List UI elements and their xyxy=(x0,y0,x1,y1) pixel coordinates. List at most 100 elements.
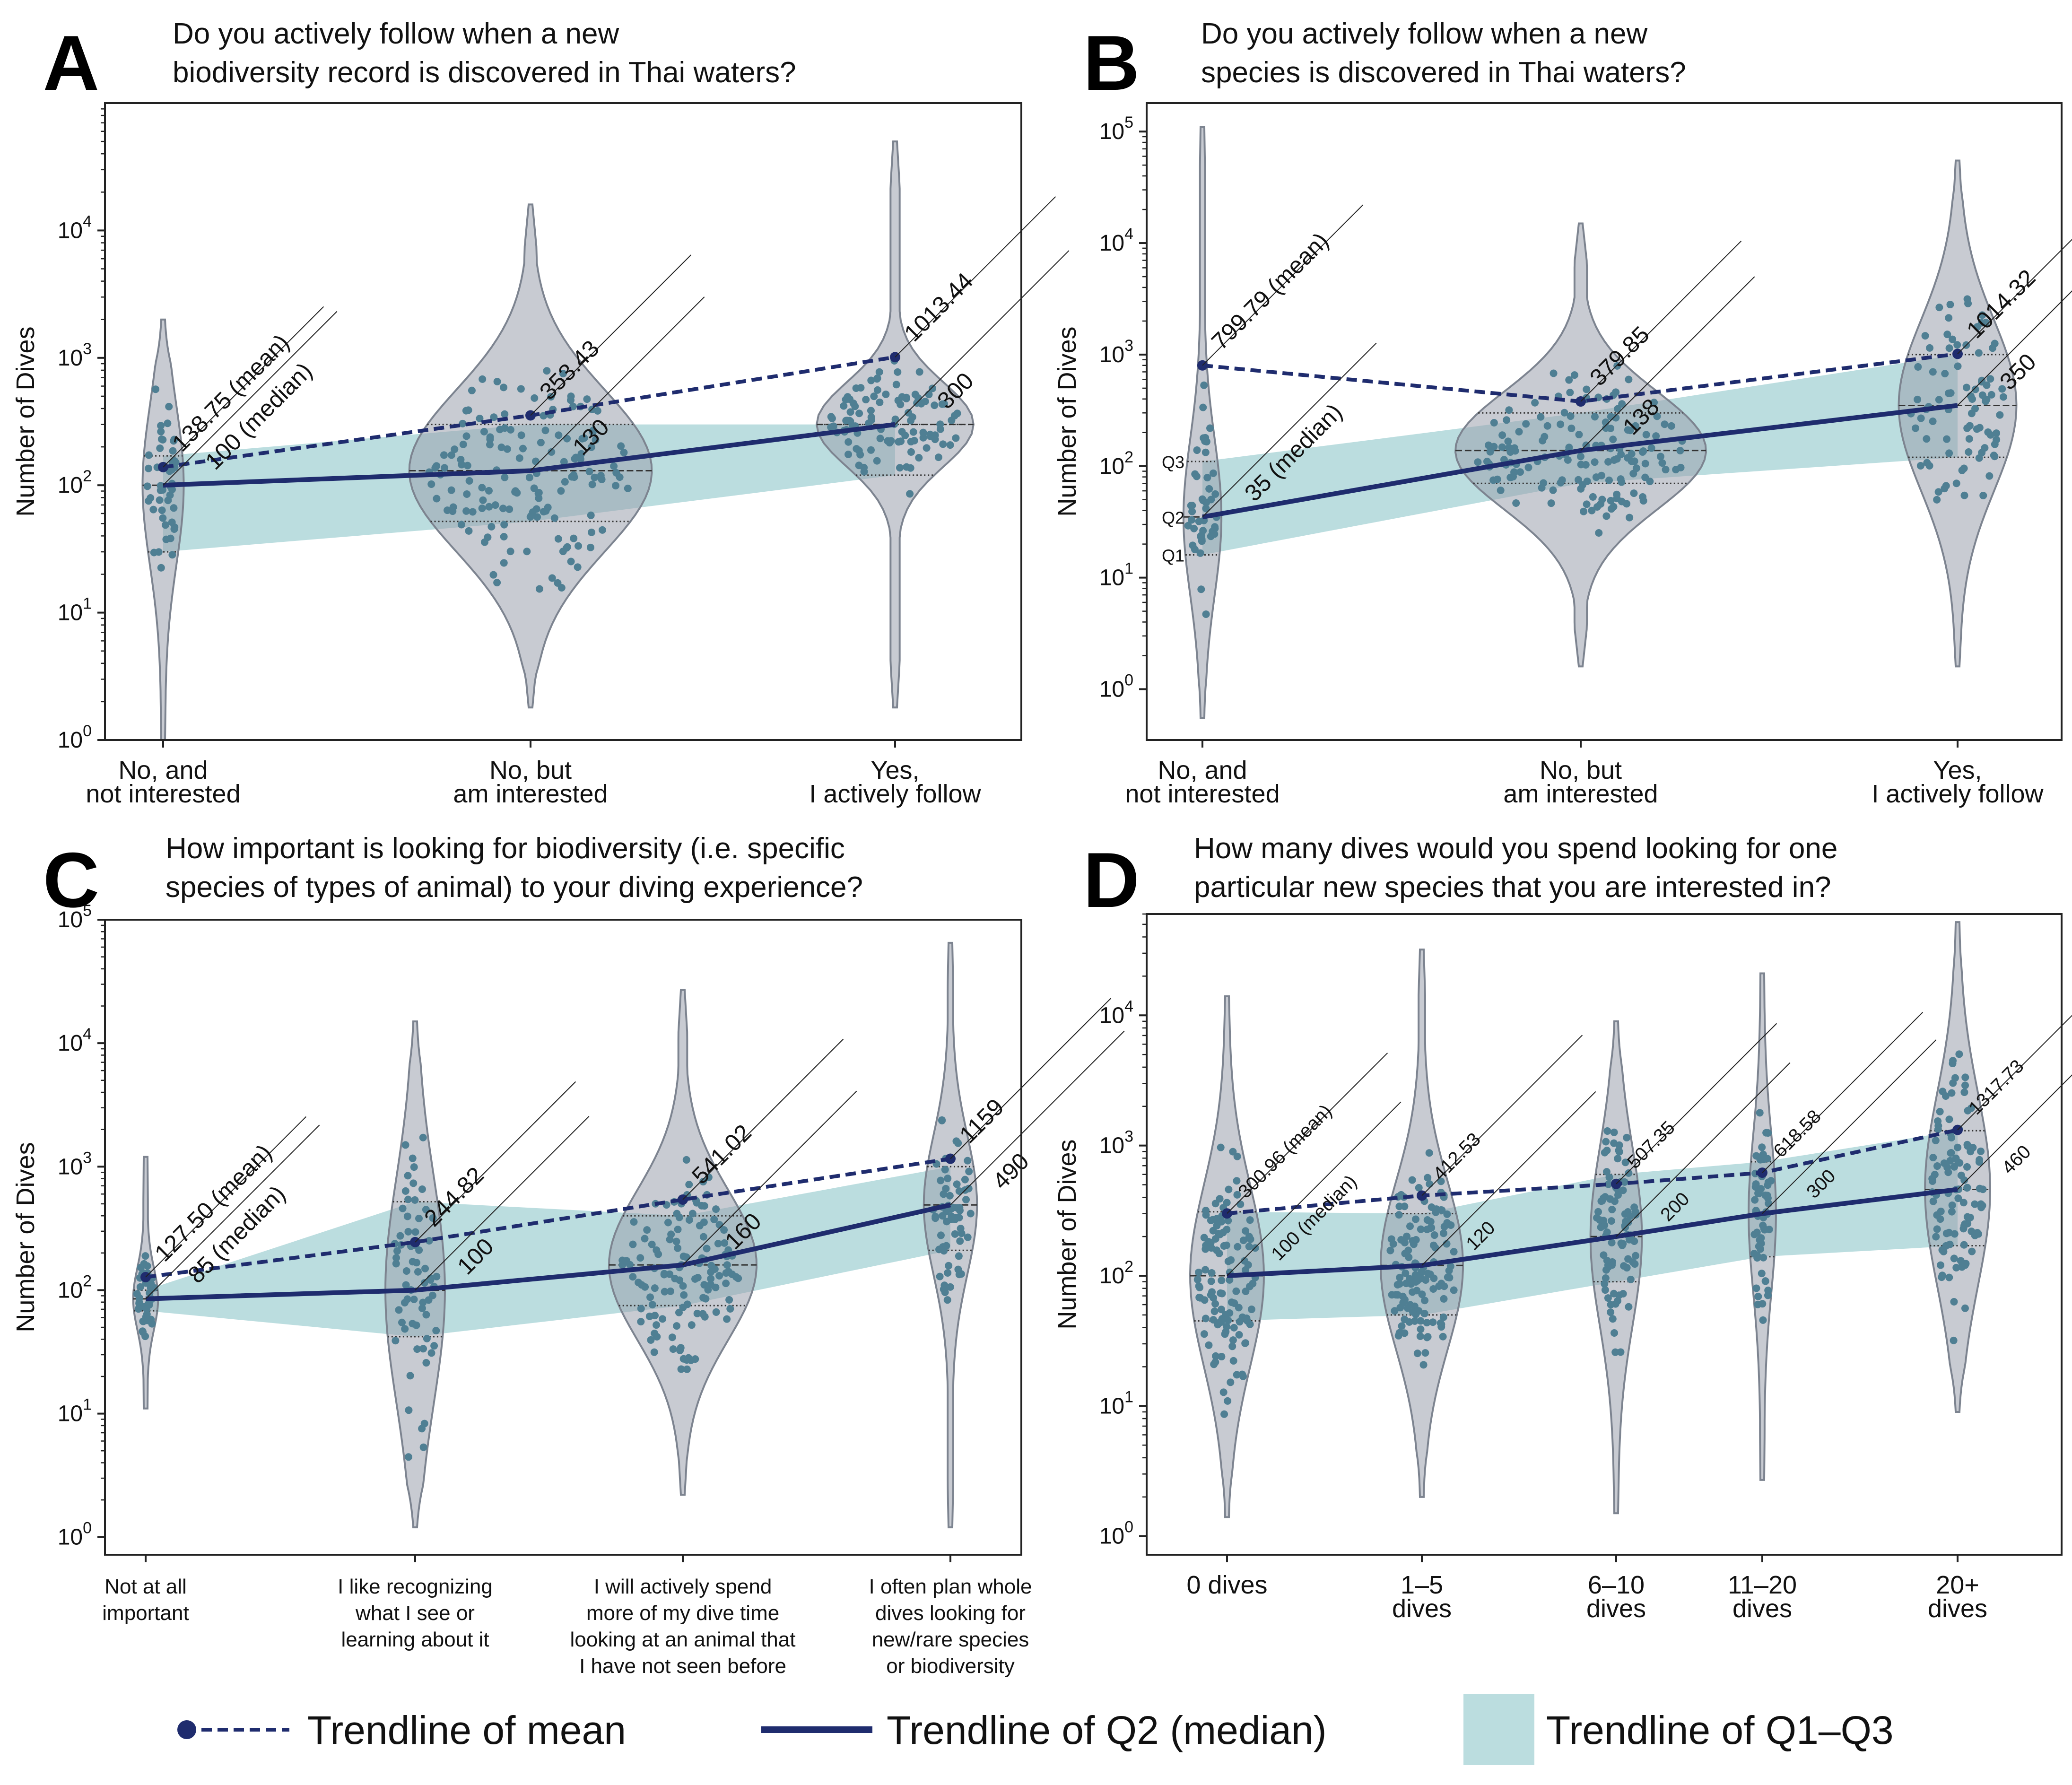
data-point xyxy=(1201,448,1210,456)
data-point xyxy=(1976,424,1984,432)
median-leader-line xyxy=(1762,1039,1937,1214)
y-tick-label-10^4: 104 xyxy=(1099,997,1133,1028)
data-point xyxy=(1752,1180,1760,1188)
data-point xyxy=(650,1348,658,1356)
data-point xyxy=(1917,414,1925,422)
data-point xyxy=(1246,1235,1254,1243)
data-point xyxy=(1948,1089,1956,1097)
data-point xyxy=(1593,503,1601,511)
data-point xyxy=(1583,500,1591,508)
data-point xyxy=(485,487,493,495)
data-point xyxy=(1504,437,1512,445)
data-point xyxy=(1763,1192,1771,1200)
data-point xyxy=(896,464,904,472)
data-point xyxy=(1242,1339,1250,1347)
median-leader-line xyxy=(1957,290,2072,406)
data-point xyxy=(1212,1352,1220,1360)
data-point xyxy=(1759,1254,1767,1262)
legend-mean-marker xyxy=(177,1720,196,1739)
data-point xyxy=(557,583,566,592)
data-point xyxy=(1503,416,1511,424)
data-point xyxy=(530,484,538,492)
data-point xyxy=(157,482,165,490)
data-point xyxy=(1512,499,1520,507)
data-point xyxy=(707,1262,715,1270)
data-point xyxy=(666,1236,674,1244)
mean-leader-line xyxy=(950,998,1112,1159)
data-point xyxy=(157,427,165,435)
data-point xyxy=(422,1206,430,1214)
data-point xyxy=(1646,478,1654,486)
data-point xyxy=(574,563,582,571)
data-point xyxy=(146,1289,154,1297)
data-point xyxy=(544,504,552,512)
data-point xyxy=(1202,505,1210,513)
data-point xyxy=(1625,375,1633,383)
data-point xyxy=(1217,1306,1225,1314)
data-point xyxy=(1604,1294,1612,1302)
median-leader-line xyxy=(1616,1062,1791,1237)
mean-leader-line xyxy=(1957,239,2072,355)
data-point xyxy=(427,1349,435,1357)
data-point xyxy=(403,1295,411,1303)
data-point xyxy=(1210,1294,1218,1302)
data-point xyxy=(1403,1232,1411,1240)
data-point xyxy=(1607,1308,1615,1316)
data-point xyxy=(1211,1300,1219,1308)
data-point xyxy=(680,1291,688,1299)
data-point xyxy=(934,453,942,461)
data-point xyxy=(169,447,177,455)
data-point xyxy=(1395,1211,1403,1219)
data-point xyxy=(637,1318,645,1326)
data-point xyxy=(150,549,158,557)
data-point xyxy=(401,1141,409,1149)
data-point xyxy=(617,442,625,450)
data-point xyxy=(1948,1208,1956,1216)
data-point xyxy=(527,512,535,520)
data-point xyxy=(659,1315,667,1323)
data-point xyxy=(497,444,505,452)
data-point xyxy=(940,1190,948,1198)
data-point xyxy=(1672,466,1680,474)
data-point xyxy=(919,434,927,442)
data-point xyxy=(1223,1199,1231,1207)
data-point xyxy=(1971,405,1979,413)
data-point xyxy=(500,532,508,540)
data-point xyxy=(1583,477,1591,485)
data-point xyxy=(1229,1336,1237,1344)
data-point xyxy=(907,448,915,456)
data-point xyxy=(1557,420,1565,428)
data-point xyxy=(1439,1313,1447,1321)
data-point xyxy=(567,557,575,566)
data-point xyxy=(1217,1318,1225,1326)
data-point xyxy=(1443,1219,1451,1227)
data-point xyxy=(1450,1248,1458,1256)
data-point xyxy=(1199,403,1207,411)
data-point xyxy=(587,511,595,519)
data-point xyxy=(447,486,455,494)
data-point xyxy=(844,450,853,458)
data-point xyxy=(531,394,539,402)
data-point xyxy=(1611,1348,1619,1356)
data-point xyxy=(699,1233,707,1241)
data-point xyxy=(1945,1273,1953,1281)
data-point xyxy=(1218,1353,1226,1361)
data-point xyxy=(392,1337,400,1345)
data-point xyxy=(404,1172,412,1180)
data-point xyxy=(1968,395,1976,403)
data-point xyxy=(1950,1254,1958,1263)
panel-letter-d: D xyxy=(1083,836,1140,923)
data-point xyxy=(1961,1261,1969,1269)
data-point xyxy=(1999,393,2007,401)
data-point xyxy=(421,1264,429,1272)
data-point xyxy=(966,1210,975,1218)
mean-leader-line xyxy=(1227,1053,1388,1214)
data-point xyxy=(1955,1050,1963,1058)
quartile-mark-label: Q2 xyxy=(1162,508,1184,527)
data-point xyxy=(1914,363,1922,371)
data-point xyxy=(906,490,914,498)
data-point xyxy=(404,1195,412,1203)
data-point xyxy=(1246,1216,1254,1224)
data-point xyxy=(484,533,492,541)
data-point xyxy=(1228,1342,1236,1350)
